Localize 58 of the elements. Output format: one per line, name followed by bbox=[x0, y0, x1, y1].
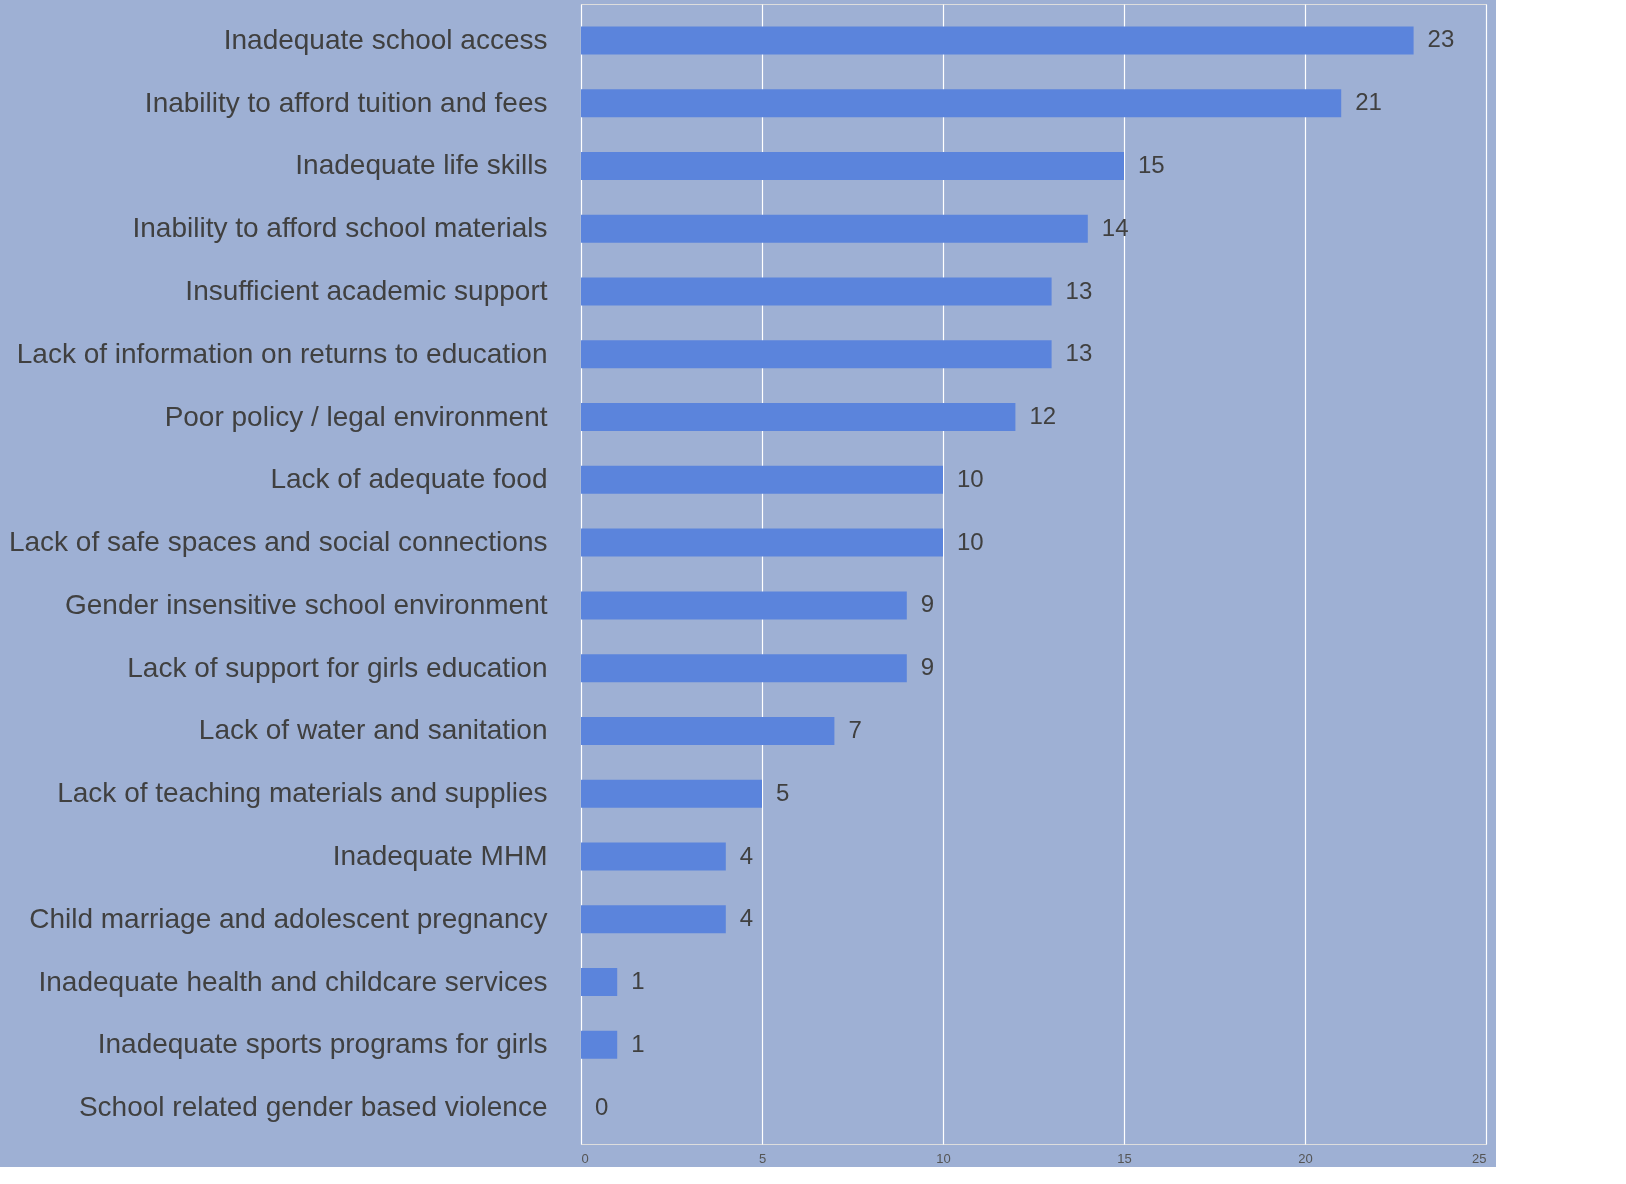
y-tick-label: Inability to afford school materials bbox=[132, 212, 548, 244]
data-label: 4 bbox=[739, 841, 754, 869]
bar bbox=[581, 340, 1052, 369]
y-tick-label: School related gender based violence bbox=[78, 1091, 548, 1123]
y-tick-label: Lack of safe spaces and social connections bbox=[8, 526, 548, 558]
bar bbox=[581, 403, 1016, 432]
bar bbox=[581, 26, 1414, 55]
data-label: 13 bbox=[1065, 276, 1093, 304]
y-tick-label: Lack of adequate food bbox=[270, 463, 548, 495]
bar bbox=[581, 277, 1052, 306]
bar bbox=[581, 842, 726, 871]
bar bbox=[581, 905, 726, 934]
y-tick-label: Gender insensitive school environment bbox=[65, 588, 548, 620]
bar bbox=[581, 716, 835, 745]
bar bbox=[581, 214, 1088, 243]
y-tick-label: Inadequate life skills bbox=[295, 149, 548, 181]
x-tick-label: 10 bbox=[936, 1150, 951, 1166]
x-tick-label: 25 bbox=[1472, 1150, 1487, 1166]
y-tick-label: Inadequate health and childcare services bbox=[38, 965, 548, 997]
y-tick-label: Lack of support for girls education bbox=[127, 651, 548, 683]
y-tick-label: Child marriage and adolescent pregnancy bbox=[29, 902, 548, 934]
data-label: 7 bbox=[848, 715, 862, 743]
data-label: 1 bbox=[631, 1029, 645, 1057]
data-label: 9 bbox=[920, 653, 935, 681]
data-label: 4 bbox=[739, 904, 754, 932]
x-tick-label: 20 bbox=[1298, 1150, 1313, 1166]
bar bbox=[581, 465, 943, 494]
bar bbox=[581, 528, 943, 557]
y-tick-label: Inadequate sports programs for girls bbox=[97, 1028, 548, 1060]
bar bbox=[581, 151, 1124, 180]
x-tick-label: 5 bbox=[758, 1150, 767, 1166]
y-tick-label: Insufficient academic support bbox=[185, 275, 548, 306]
data-label: 10 bbox=[957, 527, 984, 555]
bar bbox=[581, 968, 618, 997]
bar bbox=[581, 89, 1342, 118]
data-label: 9 bbox=[920, 590, 935, 618]
data-label: 13 bbox=[1065, 339, 1093, 367]
data-label: 15 bbox=[1138, 150, 1165, 178]
y-tick-label: Inability to afford tuition and fees bbox=[144, 86, 548, 118]
bar bbox=[581, 1030, 618, 1059]
data-label: 0 bbox=[595, 1092, 609, 1120]
data-label: 23 bbox=[1427, 25, 1455, 53]
data-label: 10 bbox=[957, 464, 984, 492]
data-label: 12 bbox=[1029, 402, 1057, 430]
data-label: 5 bbox=[776, 778, 790, 806]
y-tick-label: Poor policy / legal environment bbox=[164, 400, 548, 432]
bar bbox=[581, 591, 907, 620]
y-tick-label: Lack of water and sanitation bbox=[198, 714, 548, 746]
bar bbox=[581, 779, 762, 808]
y-tick-label: Inadequate school access bbox=[223, 23, 548, 55]
x-tick-label: 15 bbox=[1117, 1150, 1132, 1166]
y-tick-label: Lack of information on returns to education bbox=[16, 337, 548, 369]
y-tick-label: Inadequate MHM bbox=[332, 840, 548, 871]
y-tick-label: Lack of teaching materials and supplies bbox=[57, 777, 548, 809]
data-label: 21 bbox=[1355, 88, 1382, 116]
data-label: 1 bbox=[631, 967, 645, 995]
x-tick-label: 0 bbox=[581, 1150, 589, 1166]
bar bbox=[581, 654, 907, 683]
